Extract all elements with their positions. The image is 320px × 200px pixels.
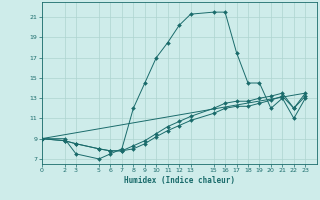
X-axis label: Humidex (Indice chaleur): Humidex (Indice chaleur): [124, 176, 235, 185]
